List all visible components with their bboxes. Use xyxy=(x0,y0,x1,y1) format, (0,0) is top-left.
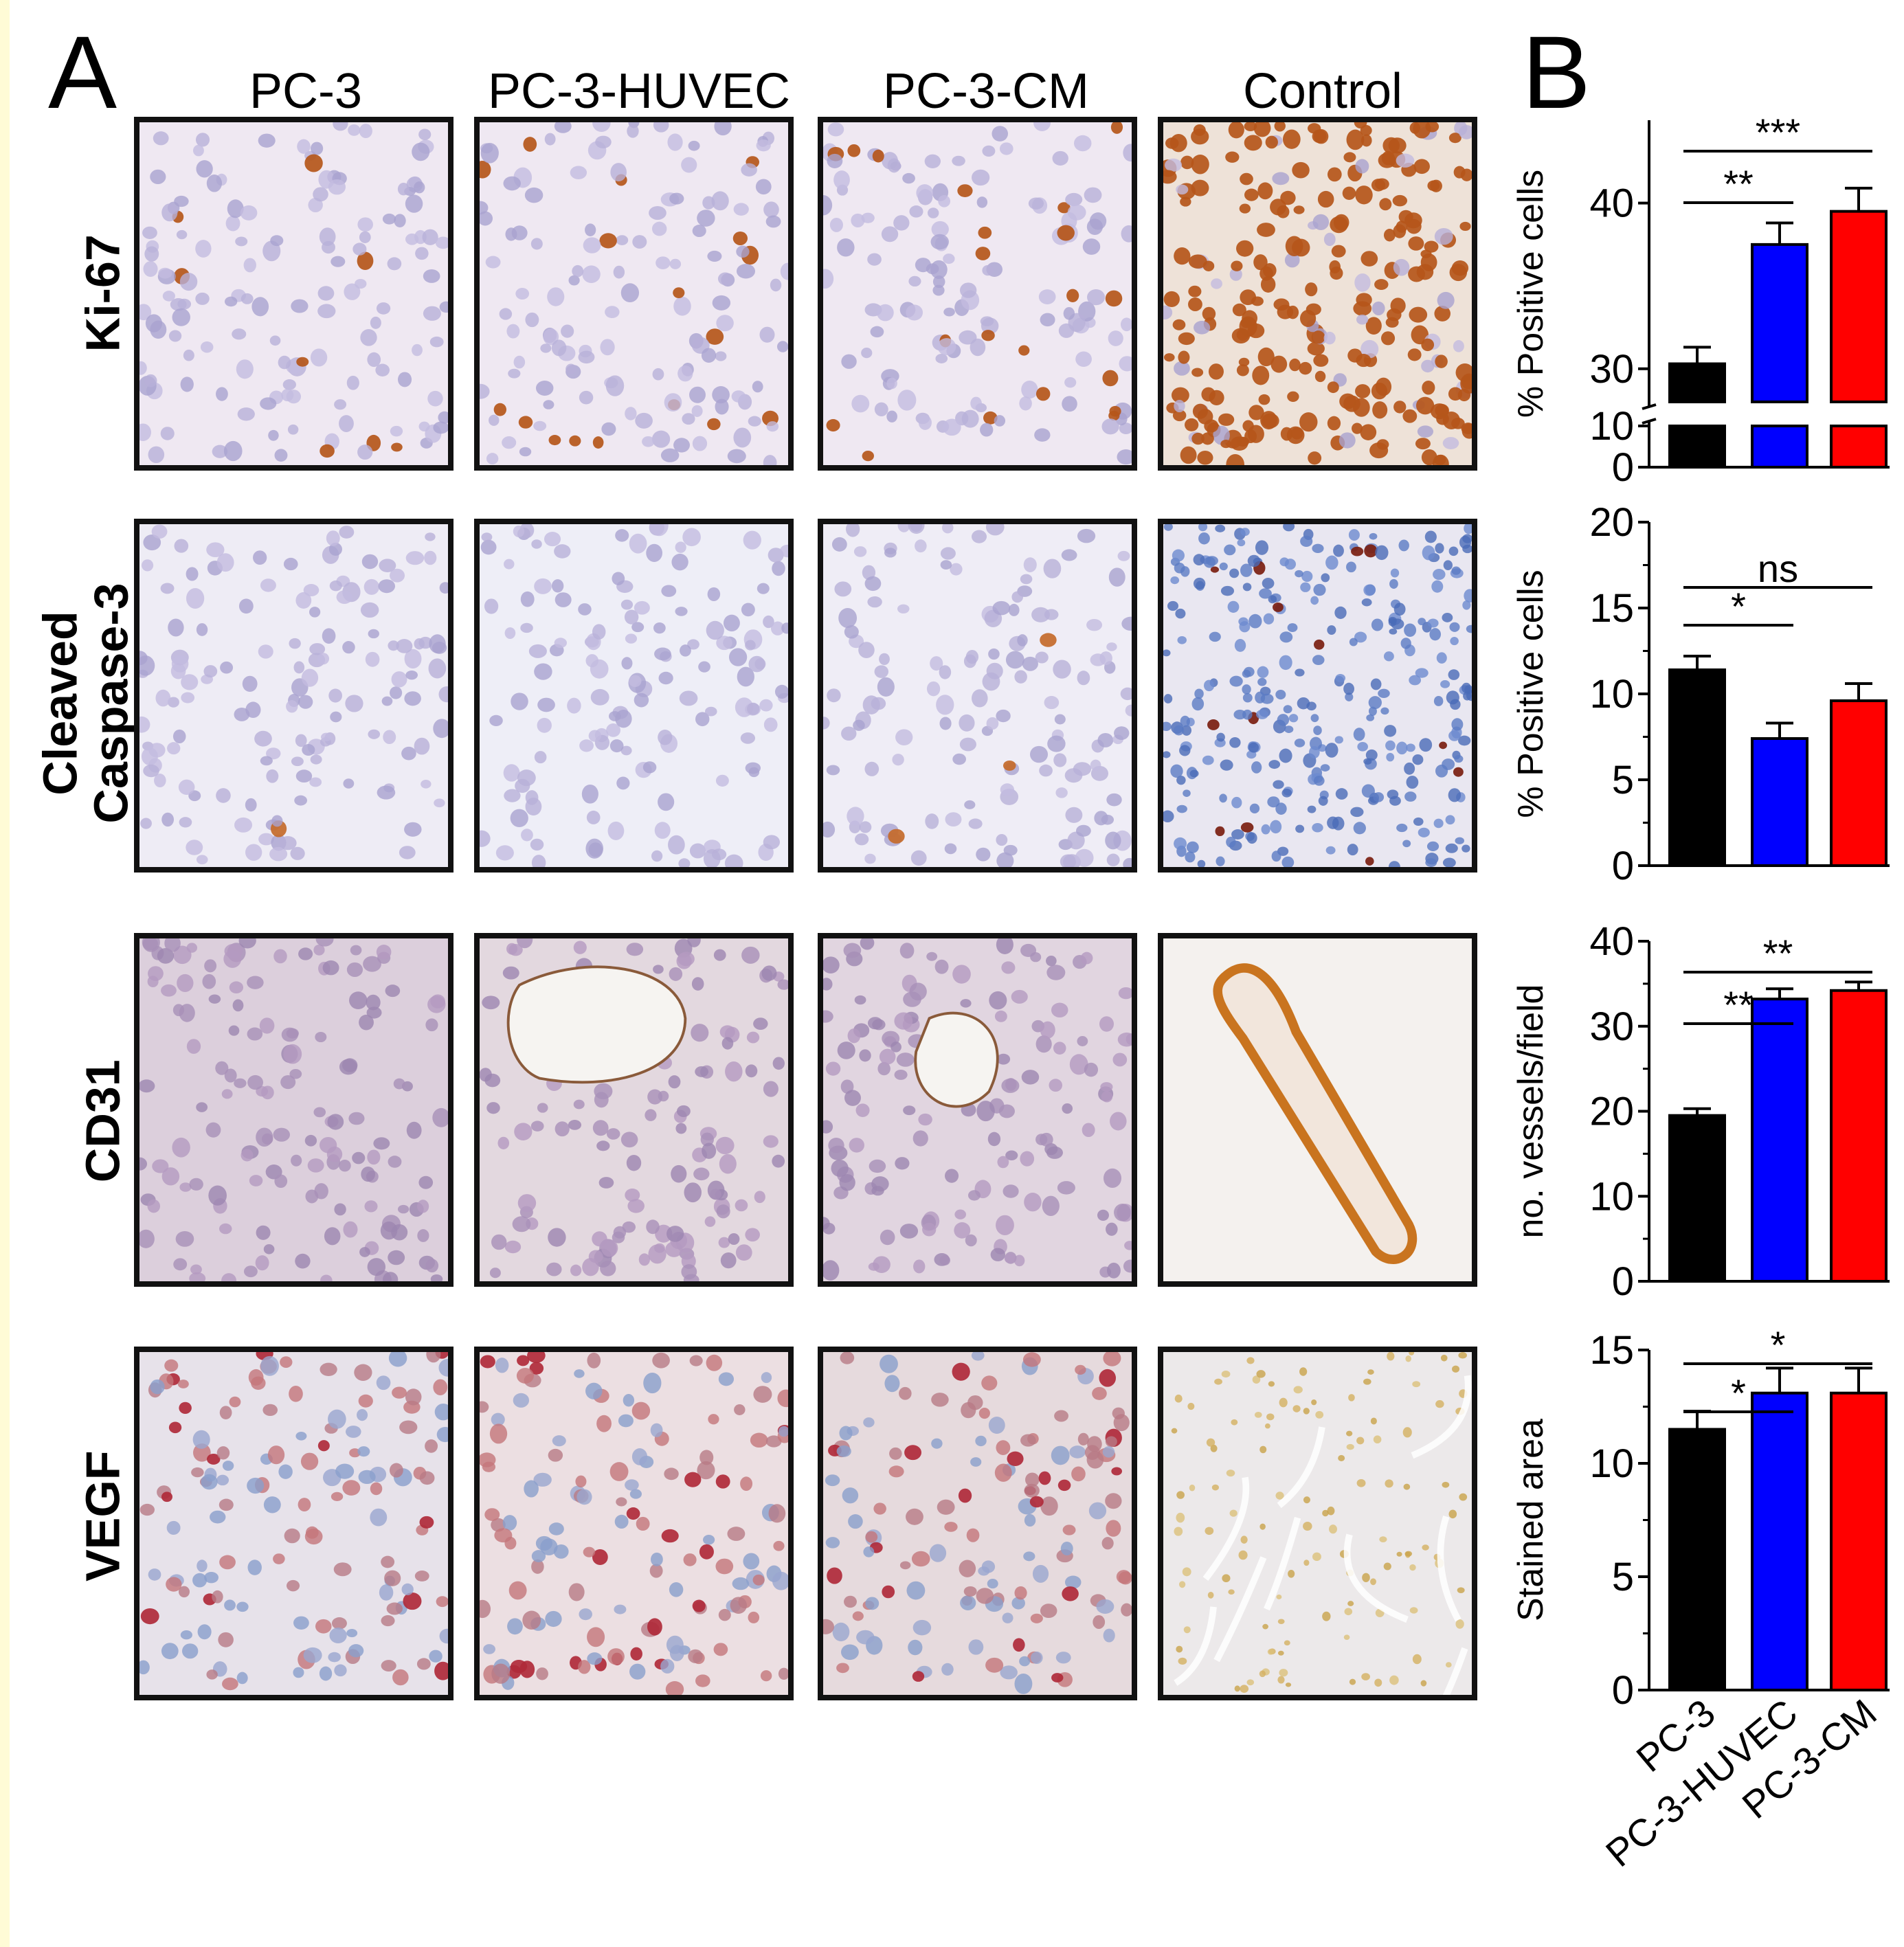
row-label-ki67: Ki-67 xyxy=(76,115,130,472)
bar-2 xyxy=(1830,989,1888,1283)
y-tick-label: 20 xyxy=(1589,500,1634,545)
row-label-cd31-text: CD31 xyxy=(76,1059,130,1183)
y-tick-label: 0 xyxy=(1612,445,1634,490)
column-label-pc3: PC-3 xyxy=(249,64,363,119)
micrograph-ki67-pc3-cm xyxy=(818,117,1137,471)
column-label-pc3-huvec: PC-3-HUVEC xyxy=(487,64,791,119)
micrograph-cd31-pc3-huvec xyxy=(474,933,794,1287)
micrograph-caspase3-pc3-cm xyxy=(818,519,1137,873)
micrograph-caspase3-pc3 xyxy=(134,519,453,873)
axis-break-mark xyxy=(1642,403,1657,410)
y-axis-label: % Positive cells xyxy=(1511,170,1551,418)
micrograph-cd31-pc3 xyxy=(134,933,453,1287)
micrograph-caspase3-pc3-huvec xyxy=(474,519,794,873)
y-tick-label: 30 xyxy=(1589,1004,1634,1049)
bar-1 xyxy=(1751,243,1808,403)
y-tick-label: 0 xyxy=(1612,844,1634,888)
significance-label: ** xyxy=(1723,983,1754,1026)
significance-label: * xyxy=(1731,585,1746,628)
micrograph-vegf-pc3-cm xyxy=(818,1347,1137,1700)
micrograph-vegf-pc3-huvec xyxy=(474,1347,794,1700)
significance-label: * xyxy=(1771,1323,1786,1366)
bar-0 xyxy=(1668,668,1726,867)
panel-letter-b: B xyxy=(1522,14,1591,130)
column-label-pc3-cm: PC-3-CM xyxy=(883,64,1089,119)
bar-2 xyxy=(1830,210,1888,403)
y-tick-label: 30 xyxy=(1589,347,1634,392)
y-tick-label: 10 xyxy=(1589,1441,1634,1486)
axis-break-mark xyxy=(1642,418,1657,425)
y-tick-label: 5 xyxy=(1612,758,1634,802)
bar-2 xyxy=(1830,699,1888,867)
micrograph-vegf-pc3 xyxy=(134,1347,453,1700)
significance-label: *** xyxy=(1756,111,1800,154)
panel-letter-a: A xyxy=(48,14,117,130)
column-label-control: Control xyxy=(1242,64,1403,119)
y-tick-label: 0 xyxy=(1612,1668,1634,1713)
significance-label: ** xyxy=(1763,932,1793,975)
significance-label: ** xyxy=(1723,162,1754,205)
y-axis-label: Stained area xyxy=(1511,1419,1551,1621)
bar-lower-0 xyxy=(1668,425,1726,469)
y-tick-label: 0 xyxy=(1612,1259,1634,1304)
y-tick-label: 15 xyxy=(1589,586,1634,631)
row-label-cleaved-text: Cleaved xyxy=(33,611,87,796)
y-tick-label: 5 xyxy=(1612,1555,1634,1599)
y-tick-label: 40 xyxy=(1589,919,1634,964)
y-tick-label: 20 xyxy=(1589,1090,1634,1134)
bar-2 xyxy=(1830,1391,1888,1691)
y-tick-label: 15 xyxy=(1589,1328,1634,1373)
micrograph-vegf-control xyxy=(1158,1347,1477,1700)
row-label-vegf: VEGF xyxy=(76,1338,130,1695)
row-label-ki67-text: Ki-67 xyxy=(76,234,130,352)
bar-0 xyxy=(1668,1114,1726,1283)
micrograph-ki67-control xyxy=(1158,117,1477,471)
bar-1 xyxy=(1751,1391,1808,1691)
micrograph-cd31-pc3-cm xyxy=(818,933,1137,1287)
y-axis-label: no. vessels/field xyxy=(1511,984,1551,1239)
micrograph-ki67-pc3-huvec xyxy=(474,117,794,471)
y-tick-label: 10 xyxy=(1589,404,1634,449)
significance-label: ns xyxy=(1758,547,1798,590)
bar-1 xyxy=(1751,737,1808,867)
page-edge-strip xyxy=(0,0,10,1947)
micrograph-caspase3-control xyxy=(1158,519,1477,873)
y-tick-label: 40 xyxy=(1589,181,1634,226)
bar-lower-2 xyxy=(1830,425,1888,469)
micrograph-ki67-pc3 xyxy=(134,117,453,471)
row-label-vegf-text: VEGF xyxy=(76,1450,130,1582)
row-label-caspase3-text: Caspase-3 xyxy=(84,583,137,824)
bar-0 xyxy=(1668,362,1726,404)
row-label-cd31: CD31 xyxy=(76,943,130,1300)
bar-0 xyxy=(1668,1428,1726,1691)
significance-label: * xyxy=(1731,1371,1746,1415)
bar-1 xyxy=(1751,998,1808,1283)
row-label-cleaved-caspase3: Cleaved Caspase-3 xyxy=(33,525,138,882)
y-axis-label: % Positive cells xyxy=(1511,570,1551,818)
y-tick-label: 10 xyxy=(1589,1174,1634,1219)
y-tick-label: 10 xyxy=(1589,672,1634,717)
bar-lower-1 xyxy=(1751,425,1808,469)
micrograph-cd31-control xyxy=(1158,933,1477,1287)
